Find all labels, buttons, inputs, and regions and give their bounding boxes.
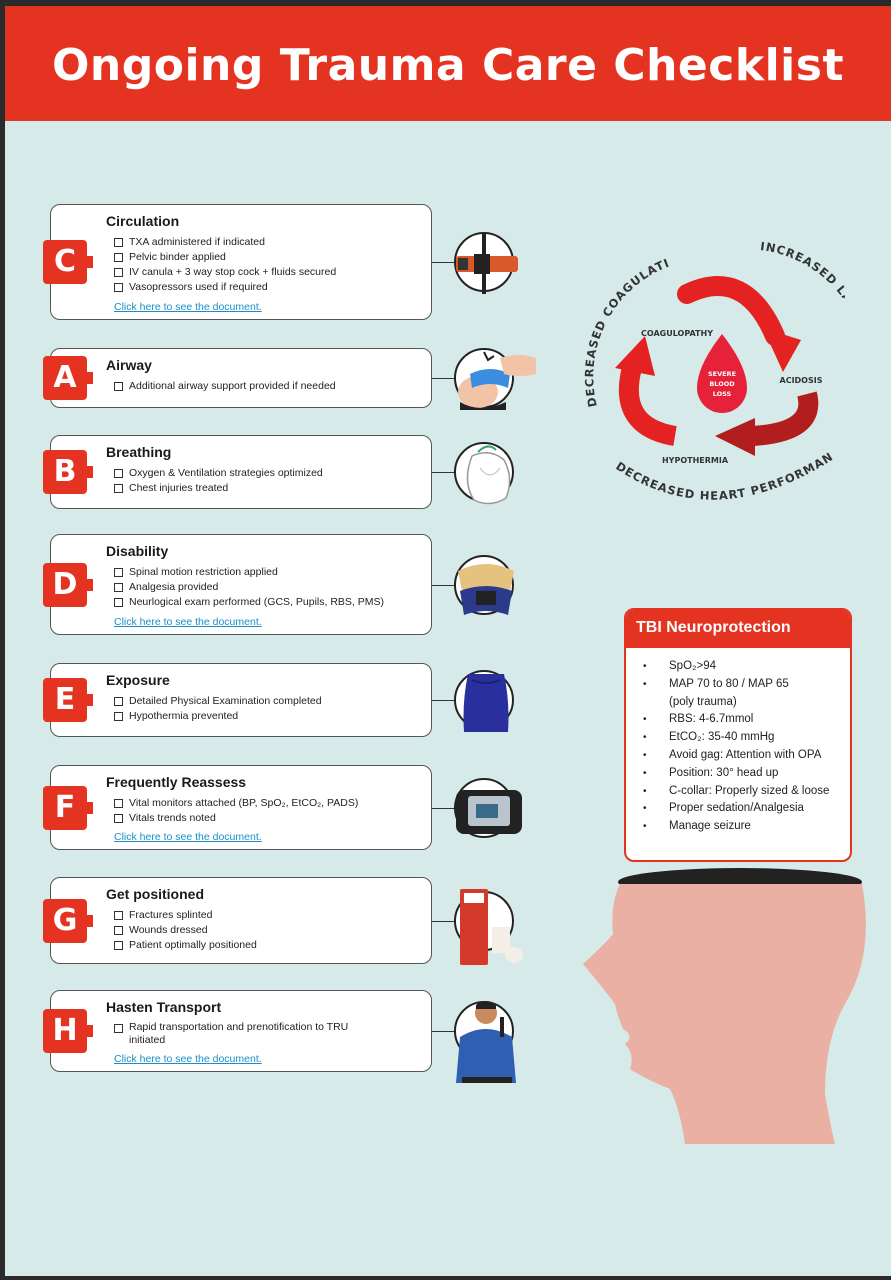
checklist: Additional airway support provided if ne… — [114, 379, 336, 394]
page-title: Ongoing Trauma Care Checklist — [52, 40, 844, 91]
section-card-h: Hasten Transport Rapid transportation and… — [50, 990, 432, 1072]
checklist-item[interactable]: Additional airway support provided if ne… — [114, 379, 336, 394]
acidosis-label: ACIDOSIS — [780, 376, 823, 385]
tbi-item: MAP 70 to 80 / MAP 65 — [626, 676, 850, 694]
checklist-item[interactable]: Spinal motion restriction applied — [114, 565, 384, 580]
section-title: Breathing — [106, 444, 172, 460]
section-letter-b: B — [43, 450, 93, 494]
section-title: Hasten Transport — [106, 999, 222, 1015]
checklist-item[interactable]: Vasopressors used if required — [114, 280, 336, 295]
checklist-item[interactable]: Vitals trends noted — [114, 811, 358, 826]
section-letter-a: A — [43, 356, 93, 400]
section-letter-g: G — [43, 898, 93, 943]
connector-line — [432, 584, 454, 586]
section-card-c: Circulation TXA administered if indicated… — [50, 204, 432, 320]
checklist-item[interactable]: Chest injuries treated — [114, 481, 323, 496]
checklist-item[interactable]: Wounds dressed — [114, 923, 257, 938]
section-letter-e: E — [43, 678, 93, 722]
connector-line — [432, 262, 454, 263]
tbi-item: Position: 30° head up — [626, 765, 850, 783]
tbi-item: Proper sedation/Analgesia — [626, 800, 850, 818]
section-letter-h: H — [43, 1009, 93, 1053]
checklist-item[interactable]: Detailed Physical Examination completed — [114, 694, 322, 709]
checklist: Rapid transportation and prenotification… — [114, 1021, 364, 1047]
section-card-b: Breathing Oxygen & Ventilation strategies… — [50, 435, 432, 509]
tbi-item: (poly trauma) — [669, 695, 737, 708]
head-silhouette-icon — [583, 868, 866, 1144]
hypothermia-label: HYPOTHERMIA — [662, 456, 729, 465]
checklist-item[interactable]: Oxygen & Ventilation strategies optimize… — [114, 466, 323, 481]
section-title: Get positioned — [106, 886, 204, 902]
section-letter-f: F — [43, 785, 93, 830]
tbi-title: TBI Neuroprotection — [626, 610, 850, 648]
section-card-f: Frequently Reassess Vital monitors attach… — [50, 765, 432, 850]
connector-line — [432, 472, 454, 473]
checklist: Detailed Physical Examination completed H… — [114, 694, 322, 724]
tbi-item: SpO₂>94 — [626, 658, 850, 676]
connector-line — [432, 1031, 454, 1032]
connector-line — [432, 700, 454, 701]
severe-text: SEVERE — [708, 370, 736, 378]
checklist-item[interactable]: Rapid transportation and prenotification… — [114, 1021, 364, 1047]
document-link[interactable]: Click here to see the document. — [114, 301, 262, 313]
coagulopathy-label: COAGULOPATHY — [641, 329, 713, 338]
checklist-item[interactable]: Neurlogical exam performed (GCS, Pupils,… — [114, 595, 384, 610]
section-card-a: Airway Additional airway support provided… — [50, 348, 432, 408]
checklist: Vital monitors attached (BP, SpO₂, EtCO₂… — [114, 796, 358, 826]
checklist-item[interactable]: Fractures splinted — [114, 908, 257, 923]
section-title: Circulation — [106, 213, 180, 229]
checklist: TXA administered if indicated Pelvic bind… — [114, 235, 336, 295]
checklist-item[interactable]: Analgesia provided — [114, 580, 384, 595]
checklist-item[interactable]: Hypothermia prevented — [114, 709, 322, 724]
header-banner: Ongoing Trauma Care Checklist — [5, 6, 891, 121]
document-link[interactable]: Click here to see the document. — [114, 831, 262, 843]
loss-text: LOSS — [713, 390, 732, 398]
tbi-item: C-collar: Properly sized & loose — [626, 783, 850, 801]
tourniquet-icon — [454, 232, 518, 294]
chest-seal-icon — [454, 442, 514, 505]
section-card-g: Get positioned Fractures splinted Wounds d… — [50, 877, 432, 964]
section-letter-c: C — [43, 240, 93, 284]
section-card-e: Exposure Detailed Physical Examination co… — [50, 663, 432, 737]
tbi-item: EtCO₂: 35-40 mmHg — [626, 729, 850, 747]
blood-drop-icon — [697, 334, 747, 413]
splint-bandage-icon — [454, 888, 523, 965]
checklist: Spinal motion restriction applied Analges… — [114, 565, 384, 610]
checklist-item[interactable]: TXA administered if indicated — [114, 235, 336, 250]
checklist-item[interactable]: Pelvic binder applied — [114, 250, 336, 265]
vital-monitor-icon — [454, 777, 522, 838]
section-title: Airway — [106, 357, 152, 373]
connector-line — [432, 920, 454, 922]
section-title: Disability — [106, 543, 169, 559]
paramedic-icon — [454, 1001, 516, 1083]
trauma-triad-diagram: DECREASED COAGULATION INCREASED LACTIC A… — [570, 225, 876, 526]
section-card-d: Disability Spinal motion restriction appl… — [50, 534, 432, 635]
section-title: Frequently Reassess — [106, 774, 247, 790]
airway-maneuver-icon — [454, 348, 536, 410]
checklist: Fractures splinted Wounds dressed Patient … — [114, 908, 257, 953]
checklist-item[interactable]: Patient optimally positioned — [114, 938, 257, 953]
checklist-item[interactable]: Vital monitors attached (BP, SpO₂, EtCO₂… — [114, 796, 358, 811]
section-letter-d: D — [43, 562, 93, 607]
blood-text: BLOOD — [709, 380, 735, 388]
checklist: Oxygen & Ventilation strategies optimize… — [114, 466, 323, 496]
tbi-item: RBS: 4-6.7mmol — [626, 711, 850, 729]
blanket-icon — [454, 670, 514, 732]
connector-line — [432, 378, 454, 379]
section-title: Exposure — [106, 672, 170, 688]
connector-line — [432, 807, 454, 809]
infographic-page: Ongoing Trauma Care Checklist Circulatio… — [5, 6, 891, 1276]
tbi-item: Avoid gag: Attention with OPA — [626, 747, 850, 765]
document-link[interactable]: Click here to see the document. — [114, 616, 262, 628]
document-link[interactable]: Click here to see the document. — [114, 1053, 262, 1065]
tbi-item: Manage seizure — [626, 818, 850, 836]
cervical-collar-icon — [454, 554, 514, 615]
tbi-list: SpO₂>94 MAP 70 to 80 / MAP 65 (poly trau… — [626, 658, 850, 836]
checklist-item[interactable]: IV canula + 3 way stop cock + fluids sec… — [114, 265, 336, 280]
cycle-arrows — [615, 276, 819, 456]
tbi-neuroprotection-box: TBI Neuroprotection SpO₂>94 MAP 70 to 80… — [624, 608, 852, 862]
